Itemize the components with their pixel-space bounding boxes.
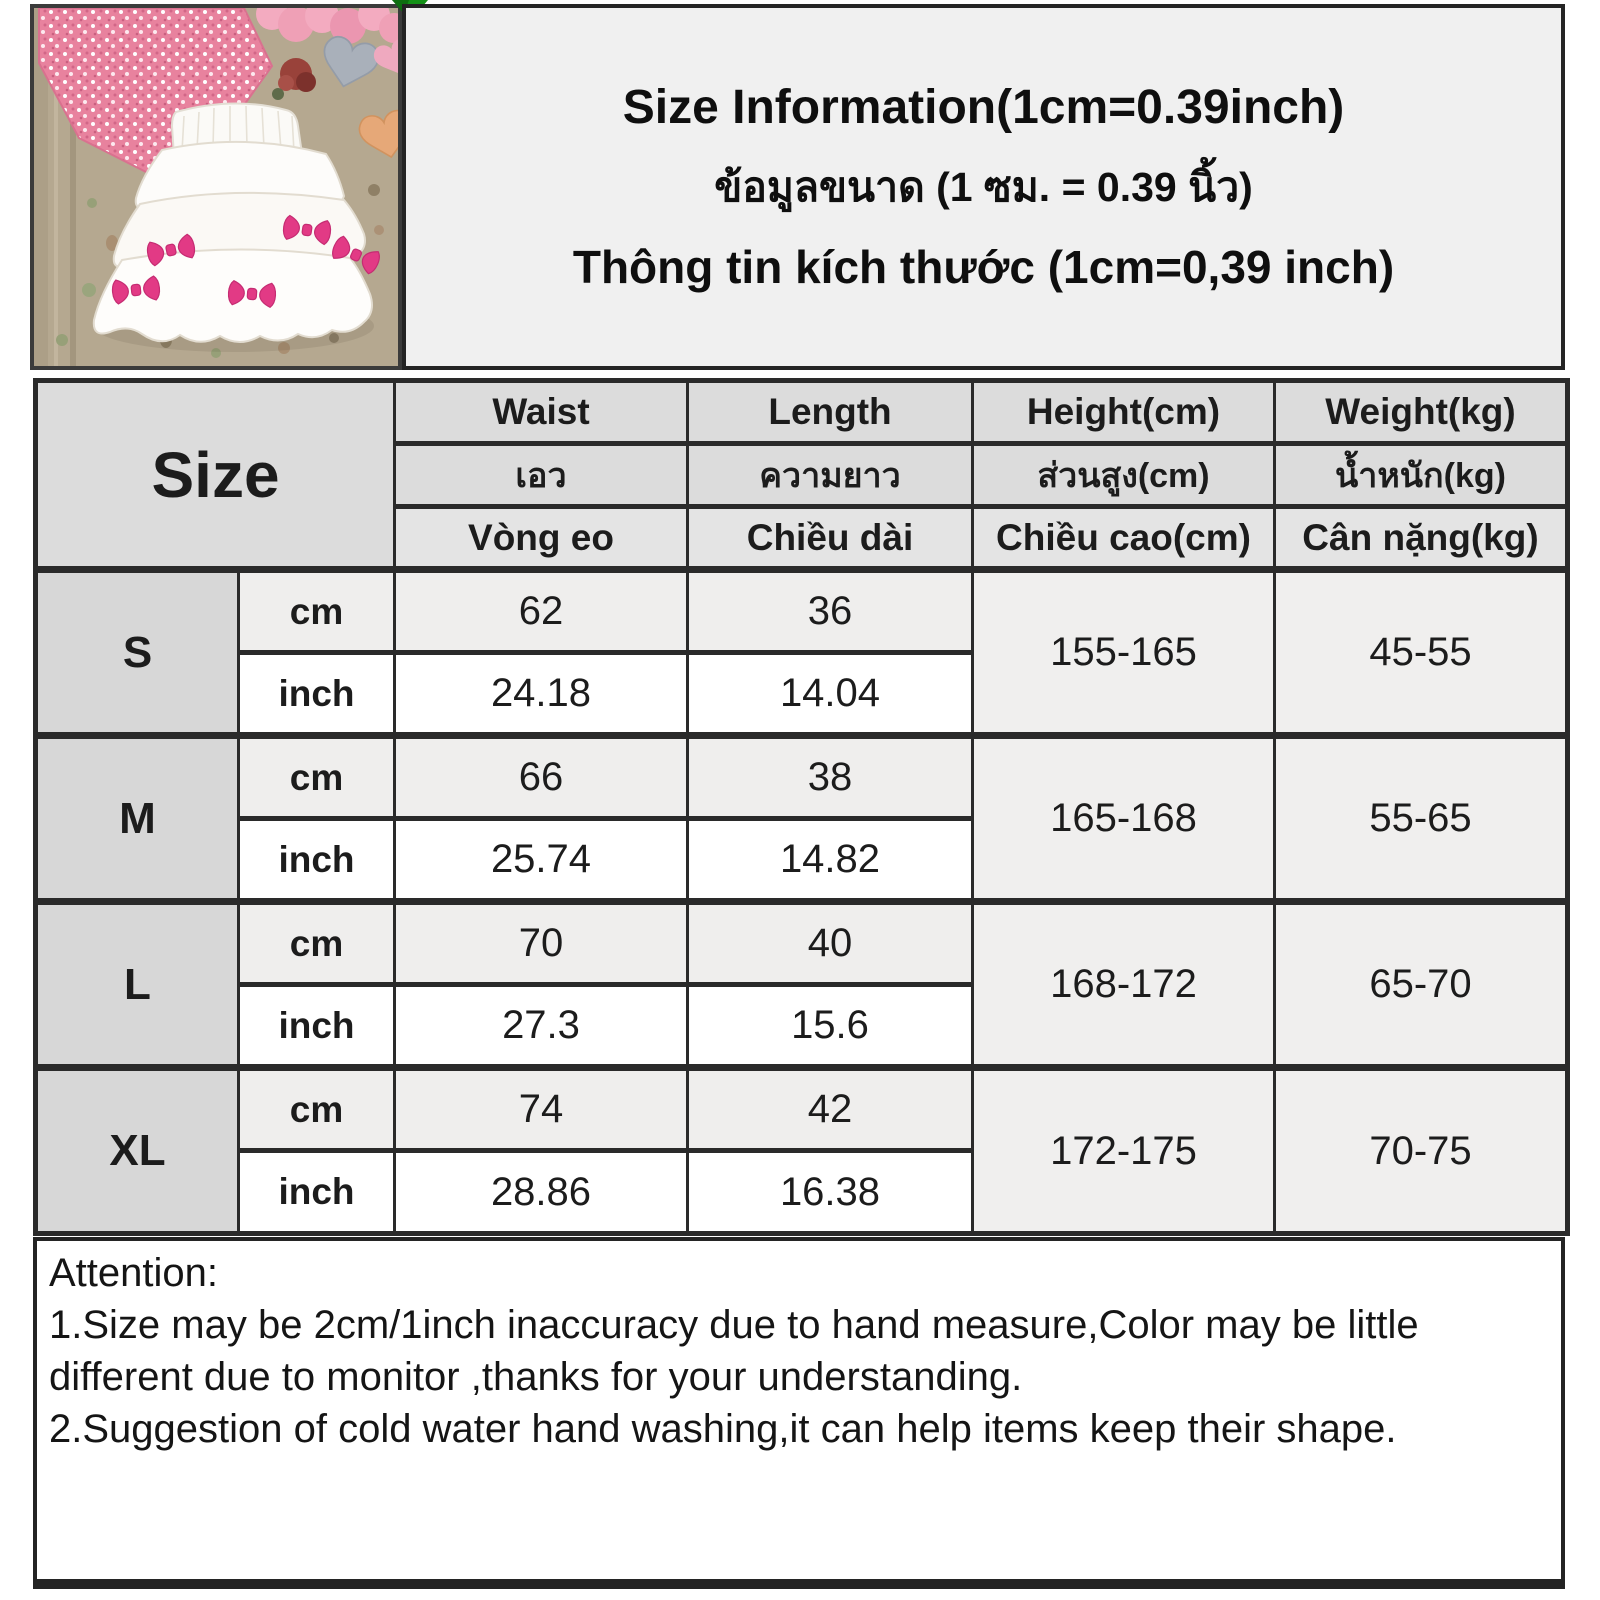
waist-inch-value: 25.74: [393, 816, 689, 904]
unit-label-inch: inch: [237, 650, 396, 738]
col-header-height-en: Height(cm): [971, 378, 1276, 446]
length-cm-value: 36: [686, 566, 974, 655]
col-header-waist-en: Waist: [393, 378, 689, 446]
weight-range-value: 65-70: [1273, 898, 1569, 1070]
col-header-waist-vi: Vòng eo: [393, 504, 689, 572]
col-header-height-th: ส่วนสูง(cm): [971, 441, 1276, 509]
pink-plush: [256, 8, 398, 44]
col-header-height-vi: Chiều cao(cm): [971, 504, 1276, 572]
product-photo-illustration: [34, 8, 398, 366]
waist-cm-value: 66: [393, 732, 689, 821]
weight-range-value: 70-75: [1273, 1064, 1569, 1236]
col-header-length-vi: Chiều dài: [686, 504, 974, 572]
waist-inch-value: 28.86: [393, 1148, 689, 1236]
waist-cm-value: 70: [393, 898, 689, 987]
height-range-value: 172-175: [971, 1064, 1276, 1236]
col-header-length-th: ความยาว: [686, 441, 974, 509]
unit-label-cm: cm: [237, 732, 396, 821]
size-column-header: Size: [34, 378, 396, 572]
size-info-title-vi: Thông tin kích thước (1cm=0,39 inch): [572, 241, 1395, 293]
length-cm-value: 40: [686, 898, 974, 987]
length-inch-value: 14.82: [686, 816, 974, 904]
heart-icon: [358, 109, 398, 159]
length-inch-value: 15.6: [686, 982, 974, 1070]
col-header-weight-en: Weight(kg): [1273, 378, 1569, 446]
size-info-title-th: ข้อมูลขนาด (1 ซม. = 0.39 นิ้ว): [714, 164, 1253, 210]
size-row-label: M: [34, 732, 240, 904]
length-cm-value: 38: [686, 732, 974, 821]
attention-heading: Attention:: [49, 1251, 219, 1295]
waist-inch-value: 24.18: [393, 650, 689, 738]
weight-range-value: 55-65: [1273, 732, 1569, 904]
unit-label-inch: inch: [237, 1148, 396, 1236]
unit-label-cm: cm: [237, 898, 396, 987]
col-header-weight-vi: Cân nặng(kg): [1273, 504, 1569, 572]
height-range-value: 165-168: [971, 732, 1276, 904]
length-inch-value: 14.04: [686, 650, 974, 738]
length-cm-value: 42: [686, 1064, 974, 1153]
length-inch-value: 16.38: [686, 1148, 974, 1236]
heart-icon: [373, 38, 398, 75]
unit-label-inch: inch: [237, 816, 396, 904]
weight-range-value: 45-55: [1273, 566, 1569, 738]
size-table: Size Waist Length Height(cm) Weight(kg) …: [33, 378, 1570, 1236]
heart-icon: [323, 35, 380, 88]
col-header-length-en: Length: [686, 378, 974, 446]
waist-cm-value: 62: [393, 566, 689, 655]
waist-cm-value: 74: [393, 1064, 689, 1153]
unit-label-inch: inch: [237, 982, 396, 1070]
size-row-label: L: [34, 898, 240, 1070]
col-header-waist-th: เอว: [393, 441, 689, 509]
unit-label-cm: cm: [237, 566, 396, 655]
size-row-label: XL: [34, 1064, 240, 1236]
rose-motif: [272, 58, 316, 100]
col-header-weight-th: น้ำหนัก(kg): [1273, 441, 1569, 509]
size-info-title-en: Size Information(1cm=0.39inch): [622, 81, 1345, 134]
attention-note-2: 2.Suggestion of cold water hand washing,…: [49, 1407, 1397, 1451]
ruffle-skirt: [92, 102, 383, 352]
size-information-title-box: Size Information(1cm=0.39inch) ข้อมูลขนา…: [402, 4, 1565, 370]
attention-box: Attention: 1.Size may be 2cm/1inch inacc…: [33, 1237, 1565, 1589]
waist-inch-value: 27.3: [393, 982, 689, 1070]
attention-note-1: 1.Size may be 2cm/1inch inaccuracy due t…: [49, 1303, 1419, 1399]
height-range-value: 168-172: [971, 898, 1276, 1070]
size-row-label: S: [34, 566, 240, 738]
unit-label-cm: cm: [237, 1064, 396, 1153]
product-photo: [30, 4, 402, 370]
height-range-value: 155-165: [971, 566, 1276, 738]
